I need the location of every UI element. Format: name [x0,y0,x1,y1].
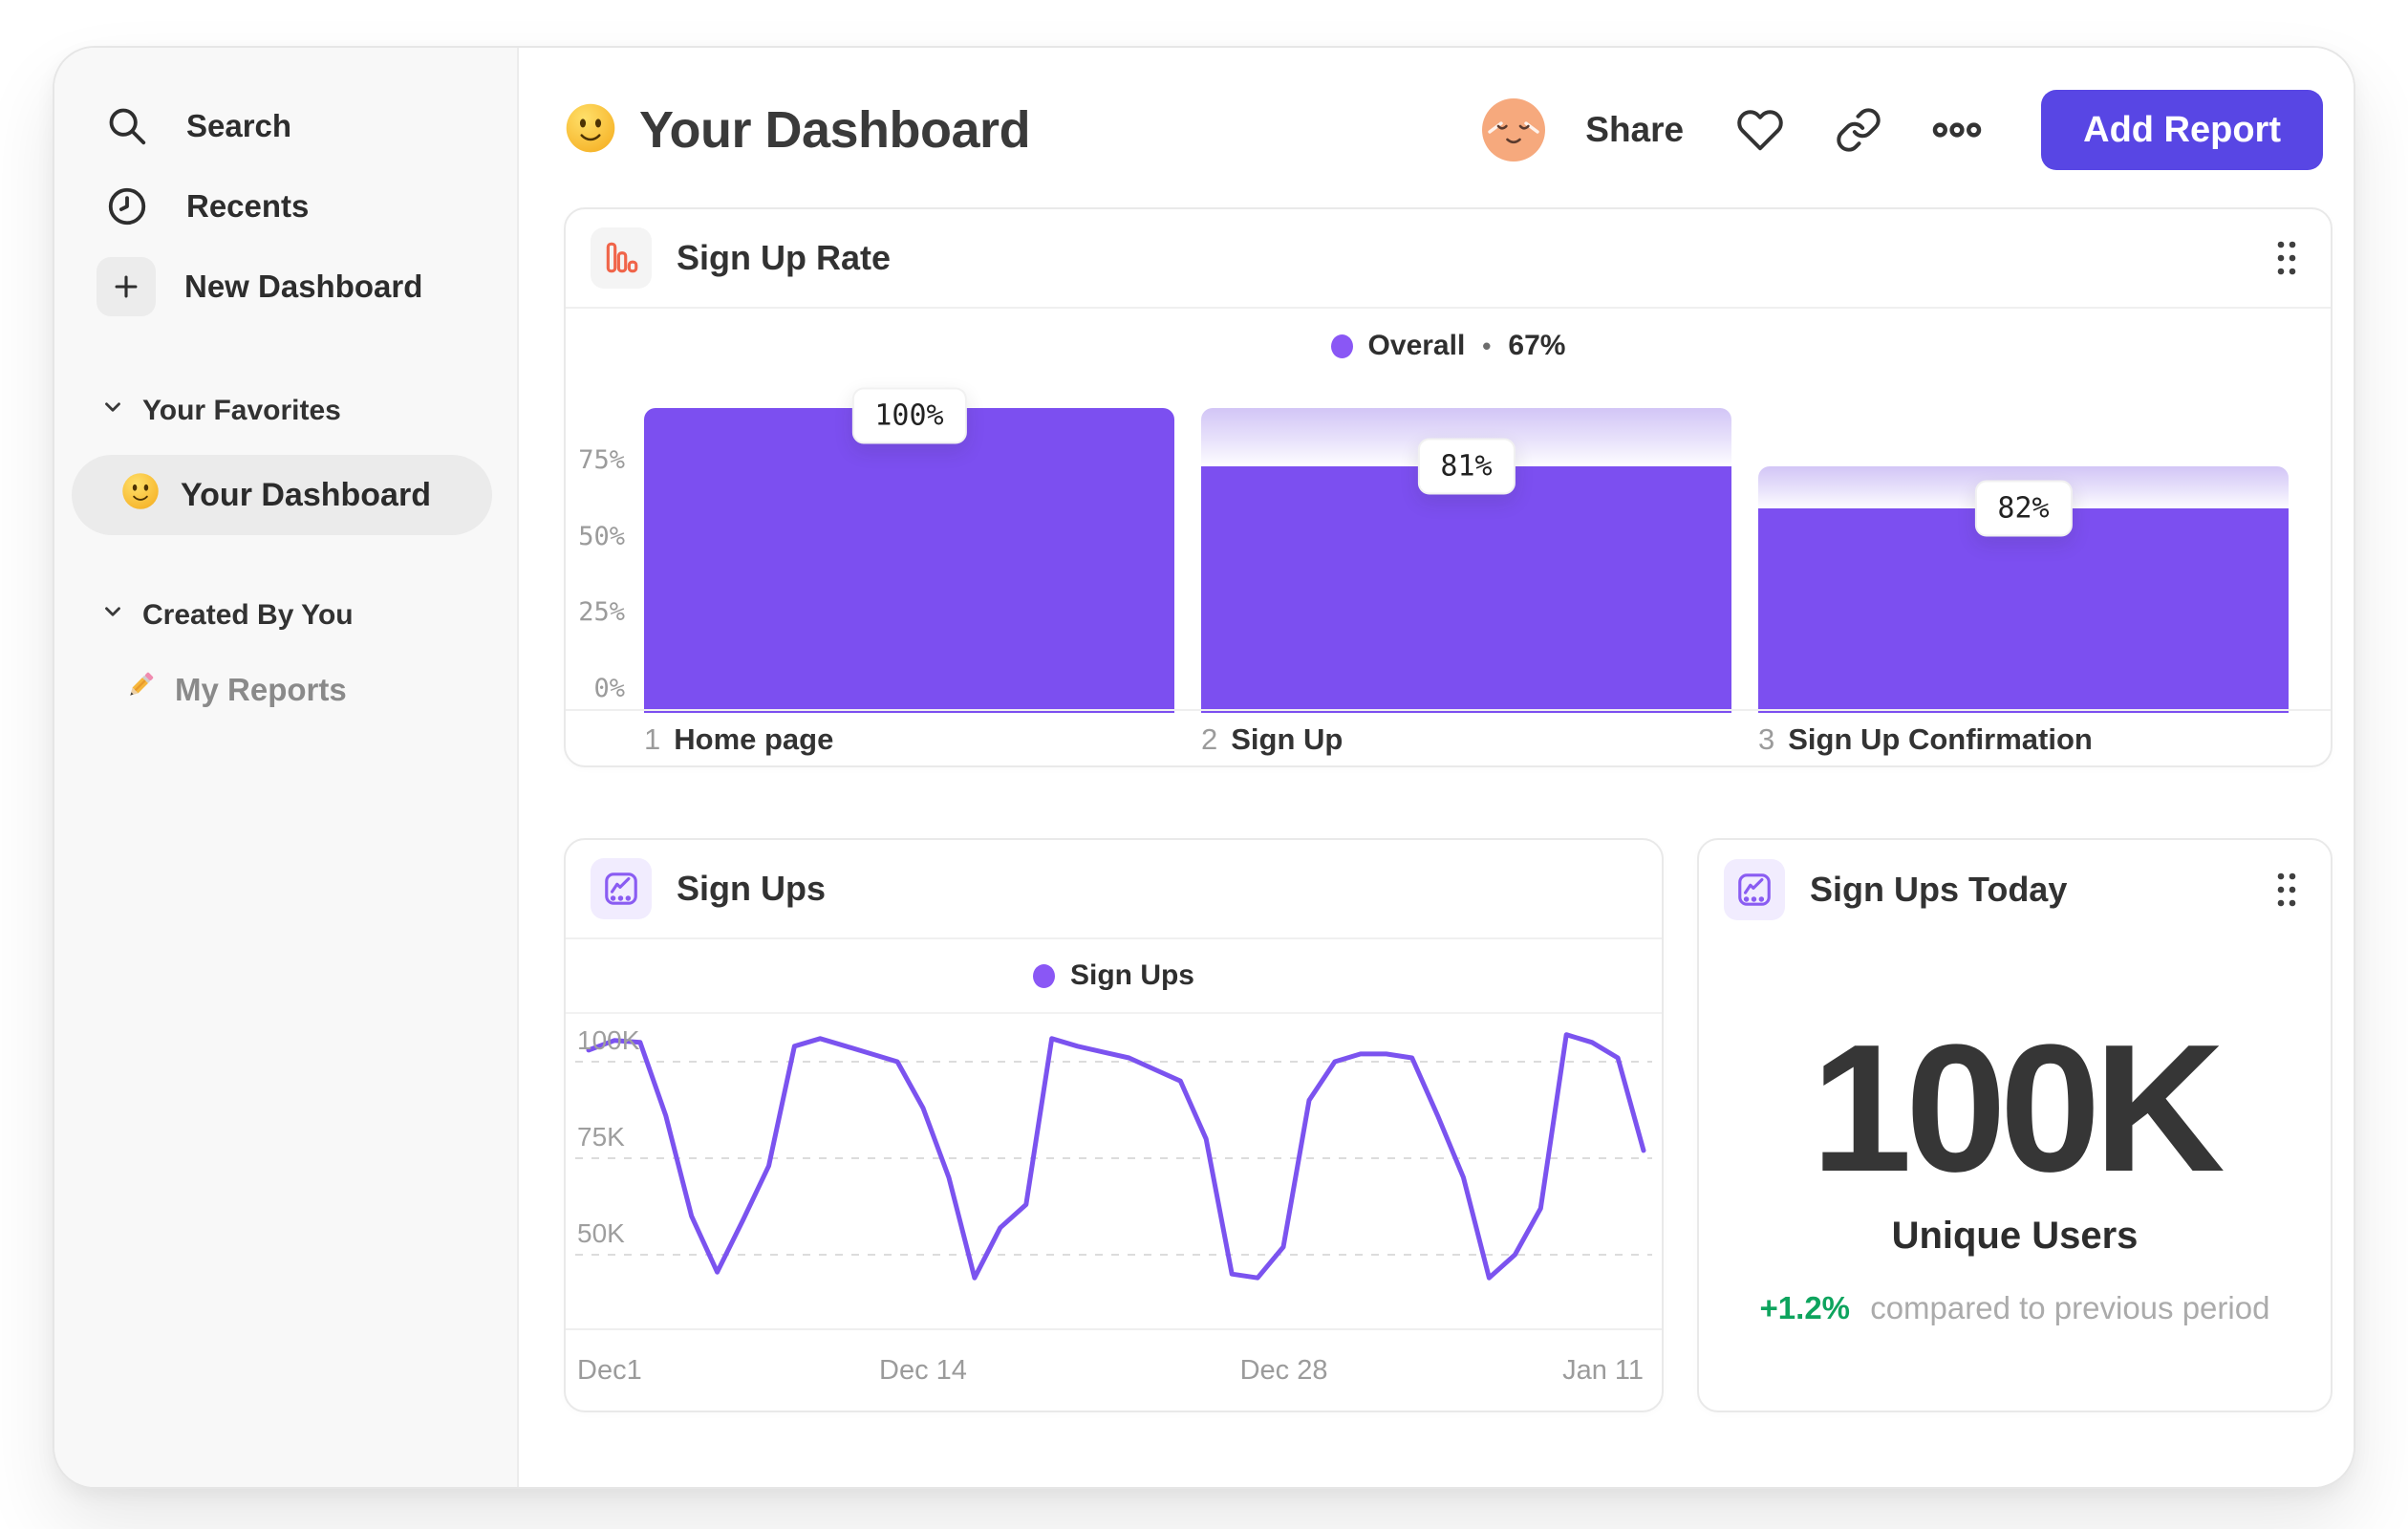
smiley-emoji [565,102,616,159]
line-x-tick: Jan 11 [1562,1355,1644,1386]
funnel-y-tick: 0% [593,674,625,703]
funnel-bar-chart-icon [591,227,652,289]
funnel-step-number: 3 [1758,722,1775,756]
funnel-step-name: Sign Up Confirmation [1788,722,2093,756]
card-header: Sign Up Rate [566,209,2331,309]
funnel-bar[interactable] [1758,508,2289,713]
card-title: Sign Ups Today [1810,870,2068,909]
more-options-icon[interactable] [1932,116,1982,144]
sidebar-item-my-reports[interactable]: My Reports [54,656,517,724]
funnel-chart: 75% 50% 25% 0% 100% 81% 82% [566,384,2331,713]
add-report-button[interactable]: Add Report [2041,90,2323,170]
funnel-y-tick: 25% [578,597,625,628]
card-sign-ups-today: Sign Ups Today 100K Unique Users +1.2% c… [1697,838,2333,1412]
line-y-tick: 100K [577,1025,640,1055]
chevron-down-icon [100,395,125,427]
card-header: Sign Ups Today [1699,840,2331,939]
section-label: Your Favorites [142,395,341,426]
metric-value: 100K [1811,1007,2225,1210]
app-window: Search Recents New Dashboard [53,46,2355,1489]
funnel-bar-value-badge: 100% [851,387,967,444]
topbar-actions: Share Add Report [1482,90,2323,170]
funnel-bar-value-badge: 81% [1417,438,1516,495]
funnel-step-label: 1 Home page [644,722,833,757]
sidebar-item-label: Search [186,108,292,143]
sidebar-section-created-by-you[interactable]: Created By You [54,589,517,642]
dashboard-topbar: Your Dashboard Share [565,86,2323,174]
legend-dot [1032,963,1055,988]
sidebar-item-label: Your Dashboard [181,476,431,513]
funnel-step-name: Sign Up [1231,722,1344,756]
line-y-tick: 75K [577,1122,625,1152]
chevron-down-icon [100,599,125,632]
card-sign-up-rate: Sign Up Rate Overall • 67% 75% 50% 25% 0% 10… [564,207,2333,767]
search-icon [97,96,158,157]
sidebar: Search Recents New Dashboard [54,48,519,1487]
funnel-step-label: 3 Sign Up Confirmation [1758,722,2093,757]
line-x-tick: Dec1 [577,1355,642,1386]
funnel-step-labels: 1 Home page 2 Sign Up 3 Sign Up Confirmation [566,709,2331,765]
line-legend: Sign Ups [566,939,1662,1014]
card-title: Sign Up Rate [677,238,892,277]
line-chart-x-axis: Dec1 Dec 14 Dec 28 Jan 11 [566,1328,1662,1411]
share-button[interactable]: Share [1585,110,1685,149]
metric-delta-row: +1.2% compared to previous period [1699,1290,2331,1326]
line-series-sign-ups[interactable] [586,1032,1646,1281]
card-header: Sign Ups [566,840,1662,939]
sidebar-item-label: My Reports [175,672,347,707]
metric-body: 100K Unique Users +1.2% compared to prev… [1699,939,2331,1326]
sidebar-item-search[interactable]: Search [54,86,517,166]
funnel-bar-value-badge: 82% [1974,480,2073,537]
favorite-heart-icon[interactable] [1735,106,1785,154]
plus-icon [97,257,156,316]
smiley-emoji [121,472,160,519]
legend-dot [1330,334,1353,358]
metric-delta-note: compared to previous period [1870,1290,2270,1325]
drag-handle-icon[interactable] [2271,236,2302,280]
line-chart-svg [575,1032,1652,1281]
card-sign-ups: Sign Ups Sign Ups 100K 75K 50K Dec1 Dec 14 D… [564,838,1664,1412]
funnel-step-number: 2 [1201,722,1218,756]
sidebar-item-your-dashboard[interactable]: Your Dashboard [72,455,492,535]
funnel-legend: Overall • 67% [566,309,2331,383]
page-title: Your Dashboard [639,101,1031,159]
line-chart[interactable]: 100K 75K 50K [566,1006,1662,1332]
legend-value: 67% [1508,330,1566,361]
line-chart-icon [591,858,652,919]
drag-handle-icon[interactable] [2271,868,2302,912]
metric-delta: +1.2% [1759,1290,1851,1325]
funnel-step-label: 2 Sign Up [1201,722,1343,757]
title-group: Your Dashboard [565,100,1031,160]
legend-label: Sign Ups [1069,959,1194,991]
sidebar-section-your-favorites[interactable]: Your Favorites [54,384,517,438]
legend-label: Overall [1367,330,1466,361]
funnel-step-number: 1 [644,722,661,756]
line-y-tick: 50K [577,1218,625,1248]
funnel-step-name: Home page [674,722,834,756]
funnel-bar[interactable] [644,408,1174,713]
pencil-emoji [121,668,158,712]
clock-icon [97,176,158,237]
metric-label: Unique Users [1891,1215,2139,1257]
main-content: Your Dashboard Share [519,48,2354,1487]
line-x-tick: Dec 14 [879,1355,967,1386]
sidebar-item-recents[interactable]: Recents [54,166,517,247]
avatar[interactable] [1482,98,1546,162]
sidebar-item-label: Recents [186,188,310,224]
card-title: Sign Ups [677,869,827,908]
funnel-bar[interactable] [1201,465,1731,713]
funnel-y-tick: 75% [578,444,625,475]
line-chart-icon [1724,859,1785,920]
copy-link-icon[interactable] [1835,106,1882,154]
sidebar-item-label: New Dashboard [184,269,423,304]
line-x-tick: Dec 28 [1239,1355,1328,1386]
section-label: Created By You [142,599,354,631]
funnel-y-tick: 50% [578,521,625,551]
legend-separator: • [1482,331,1492,360]
sidebar-item-new-dashboard[interactable]: New Dashboard [54,247,517,327]
